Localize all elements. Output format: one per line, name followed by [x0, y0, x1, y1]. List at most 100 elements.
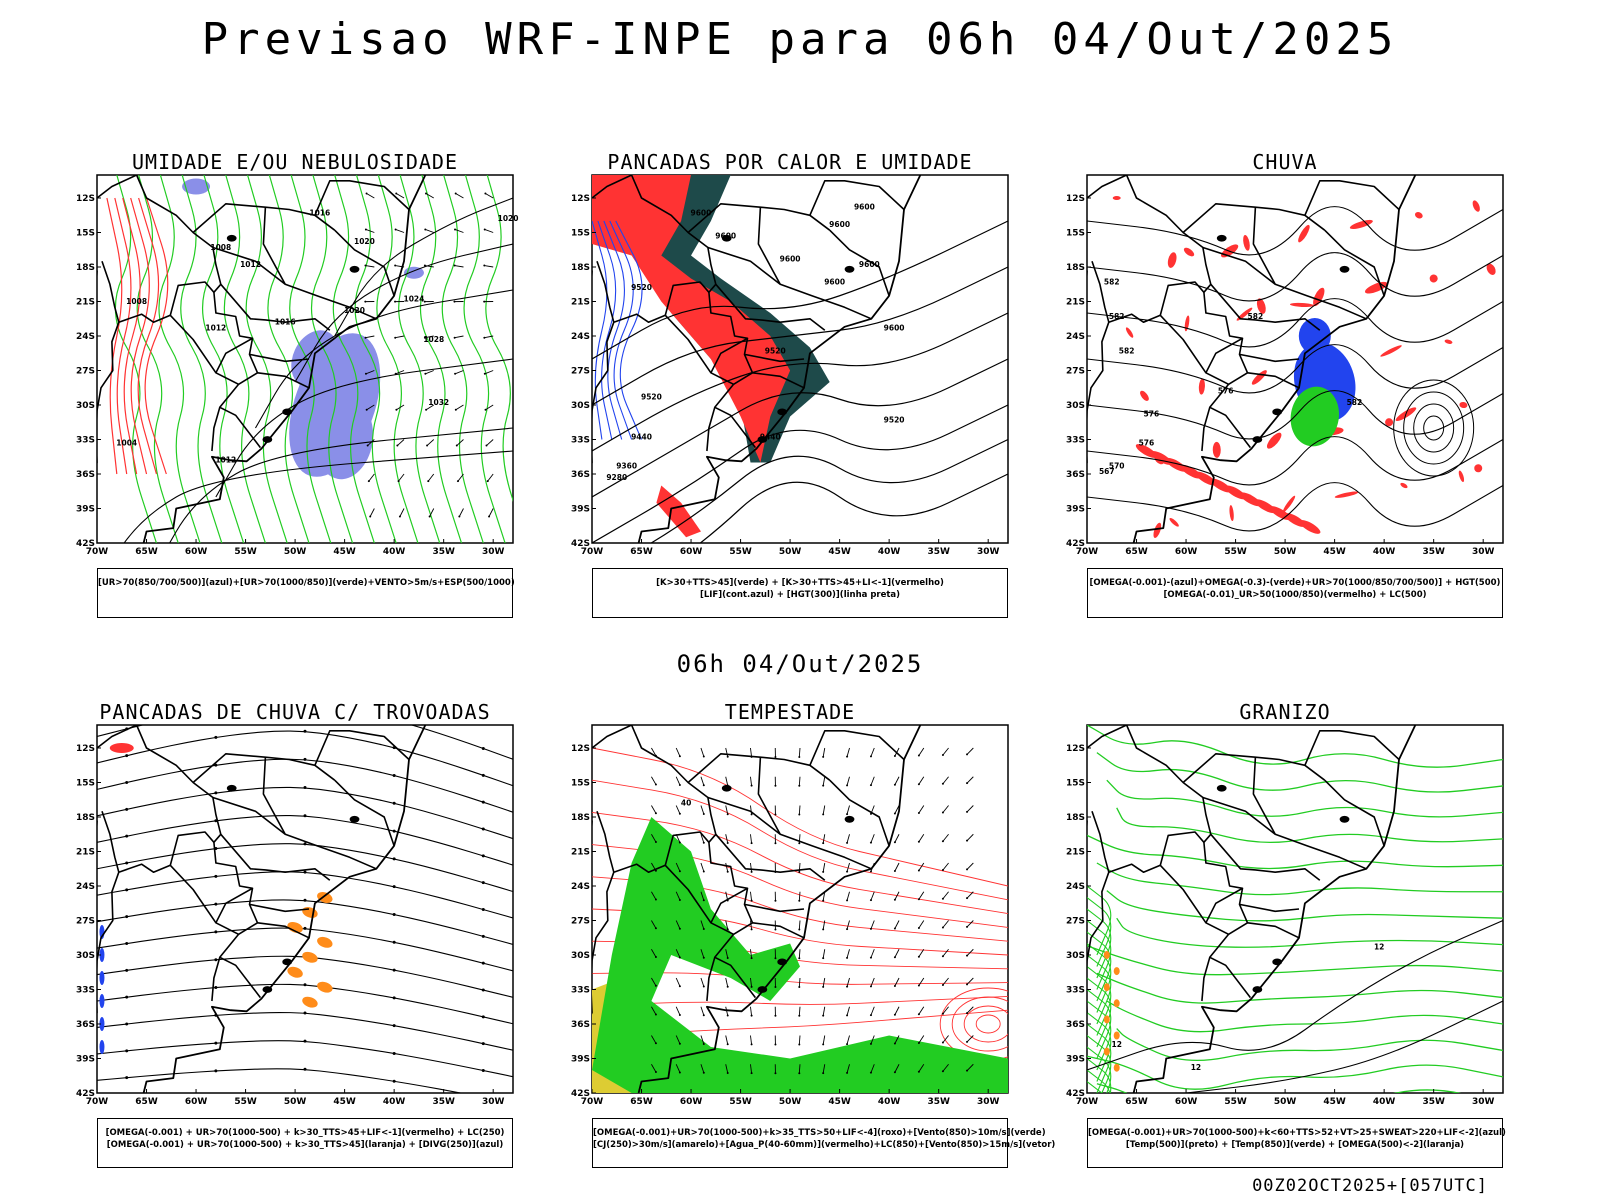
wind-vector-head: [484, 408, 487, 411]
streamline-arrow: [481, 881, 485, 885]
wind-vector: [870, 834, 875, 843]
streamline-arrow: [392, 801, 396, 805]
wind-vector: [798, 920, 801, 930]
border-line: [1239, 353, 1300, 363]
red-rain-area: [1472, 200, 1480, 212]
wind-vector-head: [702, 956, 705, 959]
streamline: [97, 814, 513, 866]
wind-vector-head: [917, 955, 920, 958]
red-rain-area: [1167, 252, 1177, 268]
orange-thunderstorm-area: [317, 981, 333, 993]
wind-vector: [725, 747, 729, 757]
wind-vector: [822, 862, 826, 872]
wind-vector-head: [702, 1014, 705, 1017]
lat-tick-label: 24S: [1066, 882, 1085, 892]
wind-vector-head: [678, 1071, 681, 1074]
wind-vector: [424, 335, 434, 339]
wind-vector: [454, 370, 464, 375]
temperature-500-contour: [1185, 1000, 1503, 1093]
border-line: [249, 903, 310, 913]
wind-vector: [651, 949, 657, 958]
wind-vector: [894, 1064, 900, 1073]
wind-vector: [750, 920, 753, 930]
streamline-arrow: [303, 898, 307, 902]
lat-tick-label: 12S: [571, 744, 590, 754]
wind-vector-head: [702, 870, 705, 873]
lake-mark: [1252, 436, 1263, 443]
wind-vector: [365, 229, 375, 233]
legend-line: [K>30+TTS>45](verde) + [K>30+TTS>45+LI<-…: [656, 578, 944, 588]
wind-vector: [485, 404, 494, 411]
streamline-arrow: [214, 1041, 218, 1045]
streamline-arrow: [125, 968, 129, 972]
lifted-index-contour: [609, 220, 634, 440]
lon-tick-label: 45W: [1323, 547, 1346, 557]
lat-tick-label: 21S: [1066, 848, 1085, 858]
red-rain-area: [1251, 370, 1267, 385]
wind-vector-head: [774, 928, 777, 931]
red-rain-area: [1169, 518, 1179, 527]
wind-vector: [846, 1064, 850, 1074]
border-line: [1205, 337, 1243, 374]
border-line: [1182, 753, 1326, 784]
border-line: [829, 779, 890, 847]
wind-vector: [651, 1035, 657, 1044]
contour-label: 1012: [205, 323, 226, 332]
wind-vector-head: [966, 954, 969, 957]
wind-vector: [651, 1064, 657, 1073]
lon-tick-label: 35W: [927, 547, 950, 557]
border-line: [220, 283, 331, 331]
lake-mark: [349, 815, 360, 823]
wind-vector: [700, 1064, 705, 1073]
streamline-arrow: [214, 791, 218, 795]
wind-vector: [700, 977, 705, 987]
streamline-arrow: [481, 800, 485, 804]
temperature-850-contour: [1087, 966, 1112, 1036]
red-rain-area: [1349, 219, 1373, 229]
temperature-850-contour: [1087, 1058, 1112, 1093]
panel-chuva: CHUVA 582 582 582 582 576 576 576 570 567 582 12S 1…: [1050, 150, 1520, 620]
low-center-contour: [1413, 403, 1455, 453]
wind-vector-head: [726, 870, 729, 873]
wind-vector: [822, 1006, 826, 1016]
border-line: [97, 863, 171, 1015]
orange-thunderstorm-area: [287, 921, 303, 933]
wind-vector-head: [893, 754, 896, 757]
wind-vector: [675, 1064, 681, 1073]
red-rain-area: [1198, 378, 1205, 395]
wind-vector-head: [893, 898, 896, 901]
wind-vector-head: [893, 1013, 896, 1016]
wind-vector-head: [726, 813, 729, 816]
wind-vector: [454, 335, 464, 339]
coastline-and-borders: [1087, 725, 1417, 1093]
lat-tick-label: 21S: [571, 848, 590, 858]
blue-divergence-area: [99, 948, 105, 962]
wind-vector-head: [822, 928, 825, 931]
legend-line: [UR>70(850/700/500)](azul)+[UR>70(1000/8…: [98, 578, 515, 588]
lon-tick-label: 60W: [1175, 1097, 1198, 1107]
wind-vector: [894, 920, 900, 929]
lat-tick-label: 24S: [76, 882, 95, 892]
lon-tick-label: 50W: [779, 547, 802, 557]
wind-vector: [651, 834, 657, 843]
wind-vector: [425, 229, 434, 233]
wind-vector: [846, 949, 850, 959]
wind-vector: [822, 920, 826, 930]
lon-tick-label: 65W: [630, 1097, 653, 1107]
streamline-arrow: [214, 874, 218, 878]
streamline-arrow: [303, 1067, 307, 1071]
legend-line: [OMEGA(-0.001) + UR>70(1000-500) + k>30_…: [105, 1128, 505, 1138]
wind-vector-head: [453, 300, 456, 303]
wind-vector: [427, 473, 435, 482]
wind-vector: [750, 949, 753, 959]
wind-vector-head: [455, 444, 458, 447]
contour-label: 582: [1109, 312, 1125, 321]
lon-tick-label: 40W: [1373, 547, 1396, 557]
wind-vector: [966, 833, 974, 841]
border-line: [97, 725, 262, 999]
wind-vector: [725, 1064, 729, 1074]
wind-vector: [455, 404, 464, 411]
wind-vector-head: [917, 898, 920, 901]
contour-label: 1020: [344, 306, 365, 315]
lon-tick-label: 30W: [482, 547, 505, 557]
